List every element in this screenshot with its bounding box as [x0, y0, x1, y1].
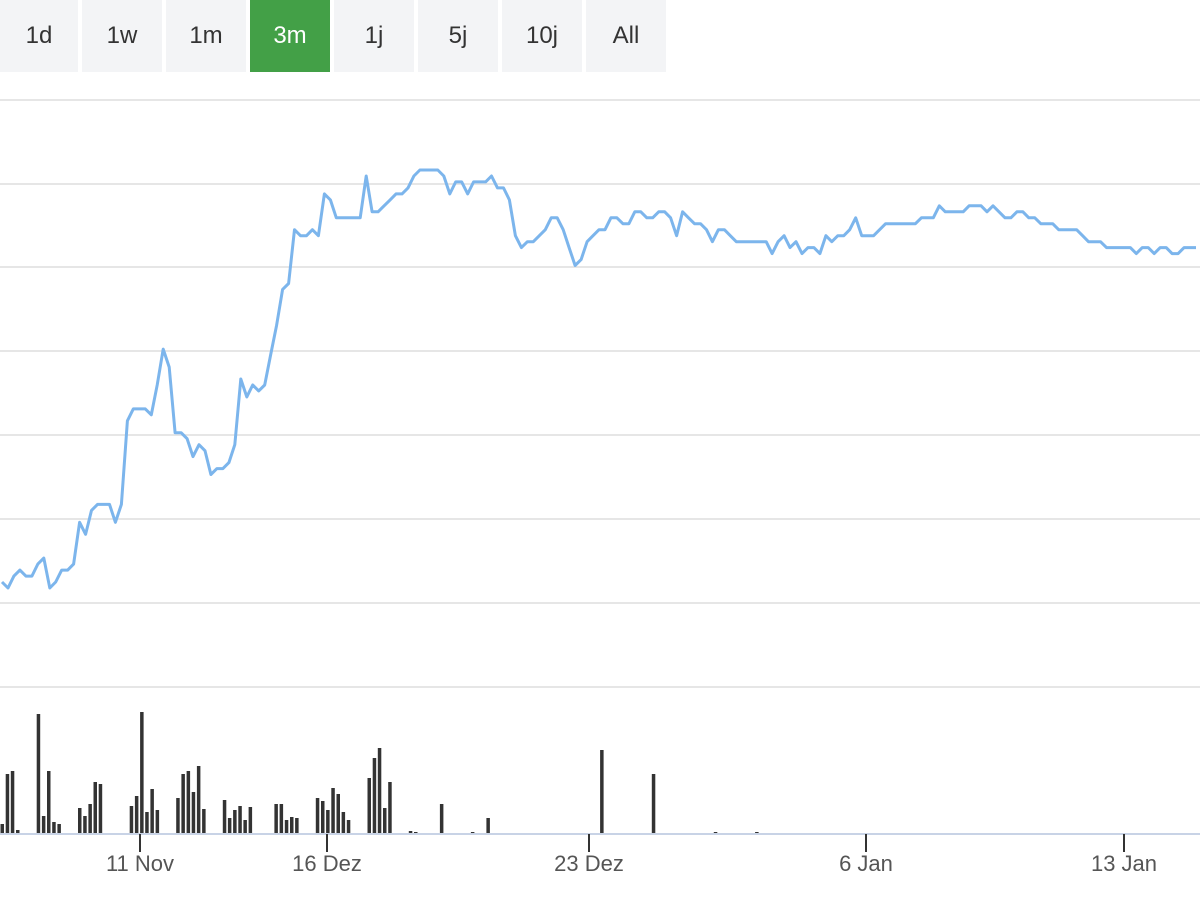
x-axis-ticks: 11 Nov 16 Dez 23 Dez 6 Jan 13 Jan — [106, 834, 1157, 876]
range-tab-1m[interactable]: 1m — [166, 0, 246, 72]
volume-bar — [41, 816, 46, 834]
volume-bar — [341, 812, 346, 834]
volume-bar — [186, 771, 191, 834]
range-selector: 1d 1w 1m 3m 1j 5j 10j All — [0, 0, 666, 72]
volume-bar — [16, 830, 20, 834]
volume-bar — [336, 794, 340, 834]
volume-bar — [321, 801, 325, 834]
volume-bars — [0, 712, 759, 834]
volume-bar — [331, 788, 335, 834]
volume-bar — [52, 822, 56, 834]
volume-bar — [93, 782, 97, 834]
volume-bar — [140, 712, 144, 834]
range-tab-1d[interactable]: 1d — [0, 0, 78, 72]
volume-bar — [196, 766, 201, 834]
volume-bar — [155, 810, 160, 834]
volume-bar — [181, 774, 185, 834]
volume-bar — [279, 804, 284, 834]
volume-bar — [248, 807, 253, 834]
volume-bar — [290, 817, 294, 834]
range-tab-10j[interactable]: 10j — [502, 0, 582, 72]
volume-bar — [47, 771, 51, 834]
range-tab-3m[interactable]: 3m — [250, 0, 330, 72]
x-tick-label: 6 Jan — [839, 851, 893, 876]
volume-bar — [651, 774, 656, 834]
volume-bar — [57, 824, 61, 834]
volume-bar — [388, 782, 392, 834]
x-tick-label: 23 Dez — [554, 851, 624, 876]
volume-bar — [83, 816, 87, 834]
volume-bar — [233, 810, 237, 834]
x-tick-label: 16 Dez — [292, 851, 362, 876]
range-tab-5j[interactable]: 5j — [418, 0, 498, 72]
range-tab-1w[interactable]: 1w — [82, 0, 162, 72]
volume-bar — [150, 789, 154, 834]
volume-bar — [295, 818, 299, 834]
price-series-line — [0, 168, 1196, 590]
gridlines — [0, 99, 1200, 688]
volume-bar — [145, 812, 149, 834]
volume-bar — [10, 771, 15, 834]
volume-bar — [5, 774, 10, 834]
volume-bar — [600, 750, 604, 834]
volume-bar — [439, 804, 444, 834]
range-tab-all[interactable]: All — [586, 0, 666, 72]
volume-bar — [367, 778, 371, 834]
x-tick-label: 13 Jan — [1091, 851, 1157, 876]
volume-bar — [238, 806, 242, 834]
volume-bar — [88, 804, 92, 834]
volume-bar — [243, 820, 247, 834]
range-tab-1j[interactable]: 1j — [334, 0, 414, 72]
volume-bar — [191, 792, 196, 834]
x-tick-label: 11 Nov — [106, 851, 174, 876]
volume-bar — [0, 824, 4, 834]
volume-bar — [408, 831, 413, 834]
volume-bar — [383, 808, 387, 834]
volume-bar — [486, 818, 490, 834]
volume-bar — [202, 809, 206, 834]
volume-bar — [315, 798, 320, 834]
volume-bar — [372, 758, 377, 834]
volume-bar — [284, 820, 289, 834]
volume-bar — [222, 800, 227, 834]
volume-bar — [377, 748, 382, 834]
volume-bar — [129, 806, 134, 834]
volume-bar — [176, 798, 180, 834]
volume-bar — [134, 796, 139, 834]
volume-bar — [98, 784, 103, 834]
volume-bar — [326, 810, 330, 834]
volume-bar — [346, 820, 351, 834]
volume-bar — [274, 804, 278, 834]
volume-bar — [78, 808, 82, 834]
volume-bar — [36, 714, 41, 834]
volume-bar — [227, 818, 232, 834]
